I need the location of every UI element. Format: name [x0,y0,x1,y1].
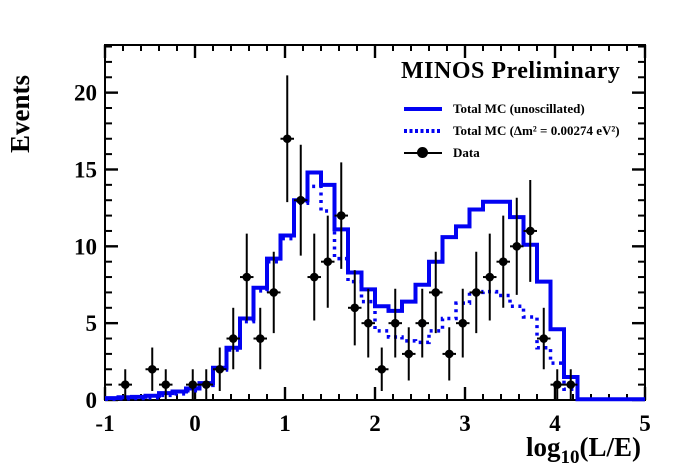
data-point [240,233,254,321]
legend-solid-line-icon [404,102,442,116]
data-point [199,369,213,400]
data-point [186,369,200,400]
y-tick-labels: 0 5 10 15 20 [74,81,97,413]
y-axis-title: Events [5,75,35,153]
legend-dotted-line-icon [404,124,442,138]
data-point [213,347,227,391]
x-tick-label: 2 [369,411,381,436]
data-point [442,327,456,381]
data-point [321,215,335,308]
data-point [510,197,524,295]
legend-label-unoscillated: Total MC (unoscillated) [453,101,585,116]
legend-entry-data: Data [404,142,620,164]
x-tick-label: 1 [279,411,291,436]
y-tick-label: 15 [74,157,97,182]
data-point [348,270,362,346]
data-point [118,369,132,400]
histogram-total-mc-oscillated [105,184,645,401]
legend: Total MC (unoscillated) Total MC (Δm² = … [404,98,620,164]
y-axis-ticks [105,45,645,402]
x-tick-label: 0 [189,411,201,436]
y-tick-label: 0 [86,388,98,413]
data-point [388,288,402,358]
data-point [523,179,537,282]
data-point [375,347,389,391]
data-point [550,369,564,400]
x-tick-label: 5 [639,411,651,436]
data-point [226,307,240,370]
legend-data-marker-icon [404,146,442,160]
data-point [361,288,375,358]
data-point [564,369,578,400]
x-tick-labels: -1 0 1 2 3 4 5 [95,411,650,436]
x-axis-title: log10(L/E) [526,432,641,468]
x-tick-label: 4 [549,411,561,436]
data-point [469,251,483,334]
y-tick-label: 20 [74,81,97,106]
data-point [307,233,321,321]
legend-label-data: Data [453,145,480,160]
data-point [496,215,510,308]
data-point [280,75,294,203]
data-point [267,251,281,334]
data-point [294,144,308,256]
y-tick-label: 10 [74,234,97,259]
data-point [402,327,416,381]
data-point [456,288,470,358]
legend-entry-oscillated: Total MC (Δm² = 0.00274 eV²) [404,120,620,142]
y-tick-label: 5 [86,311,98,336]
data-point [253,307,267,370]
data-point [483,233,497,321]
chart-title: MINOS Preliminary [401,58,621,84]
data-point [429,251,443,334]
x-tick-label: 3 [459,411,471,436]
histogram-total-mc-unoscillated [105,170,645,402]
data-series [118,75,578,400]
data-point [537,307,551,370]
data-point [334,162,348,269]
data-point [145,347,159,391]
x-tick-label: -1 [95,411,114,436]
data-point [415,288,429,358]
legend-label-oscillated: Total MC (Δm² = 0.00274 eV²) [453,123,620,138]
data-point [159,369,173,400]
legend-entry-unoscillated: Total MC (unoscillated) [404,98,620,120]
